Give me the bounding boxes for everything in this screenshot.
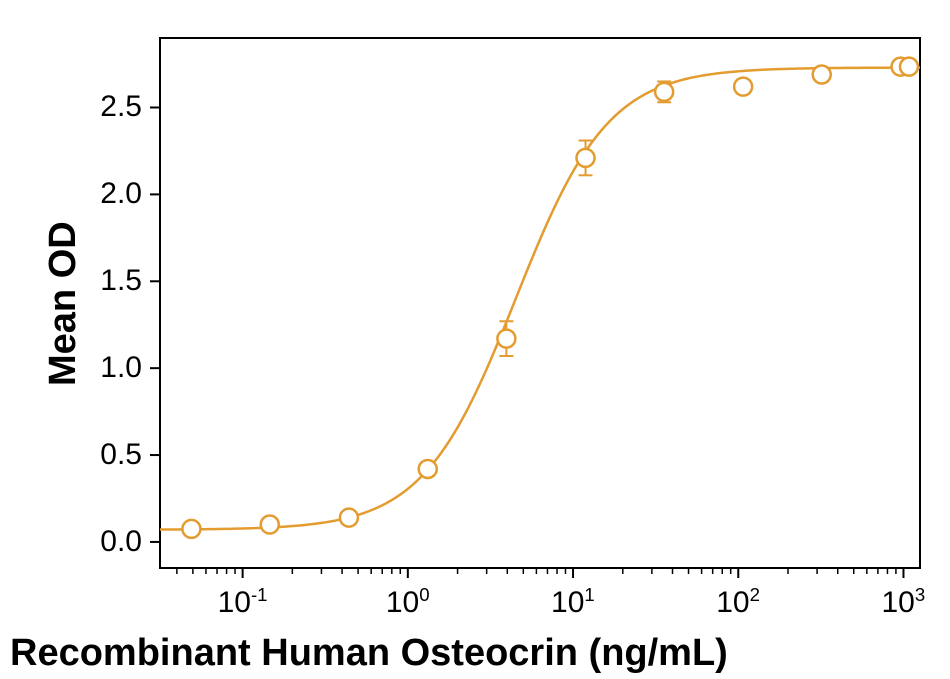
chart-container: Mean OD Recombinant Human Osteocrin (ng/… [0,0,950,679]
x-tick-label: 103 [881,584,925,620]
x-tick-label: 101 [551,584,595,620]
x-tick-label: 100 [386,584,430,620]
x-tick-label: 102 [716,584,760,620]
y-tick-label: 2.5 [100,90,142,124]
y-axis-label: Mean OD [42,221,85,386]
chart-svg [0,0,950,679]
y-tick-label: 0.0 [100,525,142,559]
y-tick-label: 1.5 [100,264,142,298]
x-tick-label: 10-1 [218,584,268,620]
x-axis-label: Recombinant Human Osteocrin (ng/mL) [10,632,728,675]
y-tick-label: 0.5 [100,438,142,472]
y-tick-label: 1.0 [100,351,142,385]
y-tick-label: 2.0 [100,177,142,211]
